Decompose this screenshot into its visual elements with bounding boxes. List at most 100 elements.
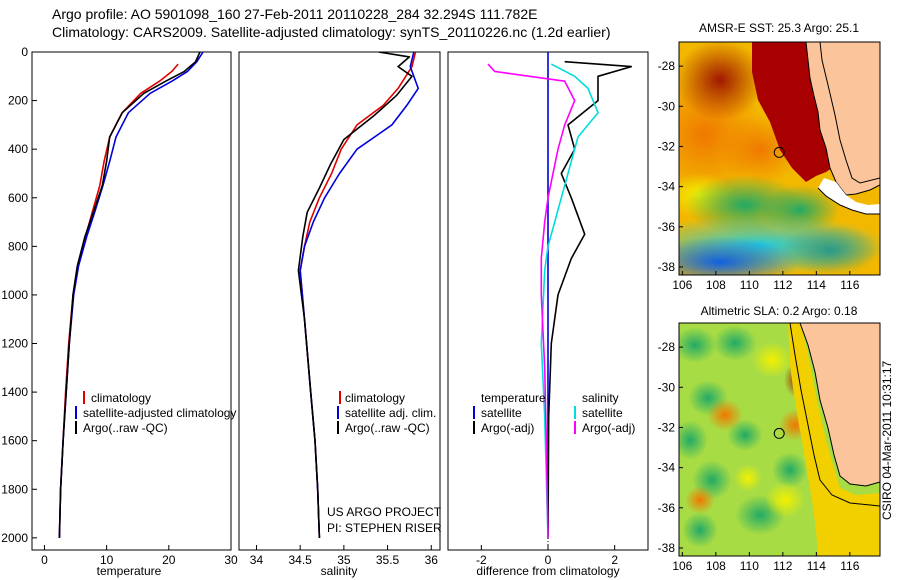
salinity-legend: climatology satellite adj. clim. Argo(..… [337, 391, 436, 435]
x-tick-label: 10 [100, 553, 114, 567]
map-y-tick-label: -30 [658, 380, 676, 394]
y-tick-label: 200 [8, 94, 28, 108]
legend-diff-temp-satellite: satellite [481, 406, 522, 420]
series-line-salinity-argo-adj [487, 63, 576, 538]
series-line-argo-raw-qc [297, 52, 413, 538]
legend-diff-sal-satellite: satellite [582, 406, 623, 420]
y-tick-label: 1800 [1, 482, 28, 496]
map-y-tick-label: -32 [658, 139, 676, 153]
sst-map-frame [678, 41, 881, 276]
sst-map-panel: AMSR-E SST: 25.3 Argo: 25.1 106 108 110 112… [658, 21, 881, 292]
series-line-climatology [299, 52, 417, 538]
map-y-tick-label: -34 [658, 180, 676, 194]
salinity-panel: 34 34.5 35 35.5 36 salinity climatology sate… [238, 51, 442, 578]
series-line-satellite-adj-clim [299, 52, 420, 538]
sst-argo-position-marker [773, 146, 785, 158]
legend-diff-sal-argo: Argo(-adj) [582, 421, 635, 435]
x-tick-label: 34.5 [288, 553, 312, 567]
salinity-lines [297, 52, 420, 538]
project-pi: PI: STEPHEN RISER [327, 521, 442, 535]
x-tick-label: 35 [337, 553, 351, 567]
x-tick-label: 0 [545, 553, 552, 567]
temperature-x-ticks: 0 10 20 30 [41, 545, 238, 567]
y-tick-label: 1600 [1, 434, 28, 448]
x-tick-label: 30 [224, 553, 238, 567]
y-tick-label: 0 [21, 45, 28, 59]
series-line-climatology [58, 63, 179, 538]
y-tick-label: 600 [8, 191, 28, 205]
sst-map-y-ticks: -28 -30 -32 -34 -36 -38 [658, 59, 683, 274]
map-y-tick-label: -28 [658, 340, 676, 354]
map-x-tick-label: 108 [706, 559, 726, 573]
sst-map-x-ticks: 106 108 110 112 114 116 [672, 271, 860, 292]
map-y-tick-label: -36 [658, 220, 676, 234]
sst-field [679, 42, 880, 275]
series-line-satellite-adjusted-climatology [58, 52, 204, 538]
y-tick-label: 1000 [1, 288, 28, 302]
difference-legend: temperature satellite Argo(-adj) salinit… [473, 391, 635, 435]
map-x-tick-label: 116 [840, 559, 859, 573]
legend-satellite-adjusted: satellite-adjusted climatology [83, 406, 236, 420]
y-tick-label: 400 [8, 142, 28, 156]
sla-argo-position-marker [773, 427, 785, 439]
legend-diff-temp-argo: Argo(-adj) [481, 421, 534, 435]
sla-map-frame [678, 322, 881, 557]
figure-title-line2: Climatology: CARS2009. Satellite-adjuste… [52, 24, 611, 40]
map-x-tick-label: 106 [672, 559, 692, 573]
x-tick-label: 36 [425, 553, 439, 567]
x-tick-label: 35.5 [376, 553, 400, 567]
legend-sal-argo: Argo(..raw -QC) [345, 421, 430, 435]
x-tick-label: 34 [250, 553, 264, 567]
map-x-tick-label: 114 [807, 559, 826, 573]
x-tick-label: 20 [162, 553, 176, 567]
difference-panel: -2 0 2 difference from climatology tempera… [447, 51, 649, 578]
figure-title-line1: Argo profile: AO 5901098_160 27-Feb-2011… [52, 6, 538, 22]
map-x-tick-label: 108 [706, 278, 726, 292]
y-tick-label: 1400 [1, 385, 28, 399]
temperature-xlabel: temperature [97, 564, 162, 578]
sla-map-x-ticks: 106 108 110 112 114 116 [672, 552, 860, 573]
temperature-lines [58, 52, 204, 538]
temperature-panel: 0 10 20 30 0 200 400 600 800 1000 1200 1400 1600 180… [1, 45, 238, 578]
legend-diff-temperature: temperature [481, 391, 546, 405]
difference-lines [487, 52, 633, 538]
series-line-temperature-argo-adj [547, 60, 633, 538]
sla-map-y-ticks: -28 -30 -32 -34 -36 -38 [658, 340, 683, 555]
y-tick-label: 800 [8, 239, 28, 253]
map-x-tick-label: 110 [740, 278, 759, 292]
map-y-tick-label: -36 [658, 501, 676, 515]
salinity-x-ticks: 34 34.5 35 35.5 36 [250, 545, 438, 567]
y-tick-label: 1200 [1, 337, 28, 351]
x-tick-label: -2 [476, 553, 487, 567]
series-line-argo-raw-qc [58, 52, 201, 538]
x-tick-label: 2 [611, 553, 618, 567]
legend-sal-satellite: satellite adj. clim. [345, 406, 436, 420]
map-y-tick-label: -34 [658, 461, 676, 475]
x-tick-label: 0 [41, 553, 48, 567]
map-x-tick-label: 112 [773, 559, 792, 573]
csiro-timestamp: CSIRO 04-Mar-2011 10:31:17 [880, 360, 894, 520]
temperature-plot-frame [31, 51, 232, 551]
salinity-plot-frame [238, 51, 441, 551]
difference-xlabel: difference from climatology [476, 564, 619, 578]
sla-map-title: Altimetric SLA: 0.2 Argo: 0.18 [701, 304, 858, 318]
map-x-tick-label: 116 [840, 278, 859, 292]
sst-map-title: AMSR-E SST: 25.3 Argo: 25.1 [699, 21, 859, 35]
legend-climatology: climatology [91, 391, 151, 405]
map-x-tick-label: 110 [740, 559, 759, 573]
map-y-tick-label: -32 [658, 420, 676, 434]
map-x-tick-label: 106 [672, 278, 692, 292]
map-y-tick-label: -28 [658, 59, 676, 73]
map-y-tick-label: -38 [658, 260, 676, 274]
map-x-tick-label: 114 [807, 278, 826, 292]
legend-sal-climatology: climatology [345, 391, 405, 405]
map-x-tick-label: 112 [773, 278, 792, 292]
sla-field [679, 323, 880, 556]
map-y-tick-label: -38 [658, 541, 676, 555]
map-y-tick-label: -30 [658, 99, 676, 113]
legend-diff-salinity: salinity [582, 391, 619, 405]
series-line-salinity-satellite [540, 63, 599, 538]
temperature-y-ticks: 0 200 400 600 800 1000 1200 1400 1600 1800 2000 [1, 45, 37, 545]
legend-argo-raw: Argo(..raw -QC) [83, 421, 168, 435]
